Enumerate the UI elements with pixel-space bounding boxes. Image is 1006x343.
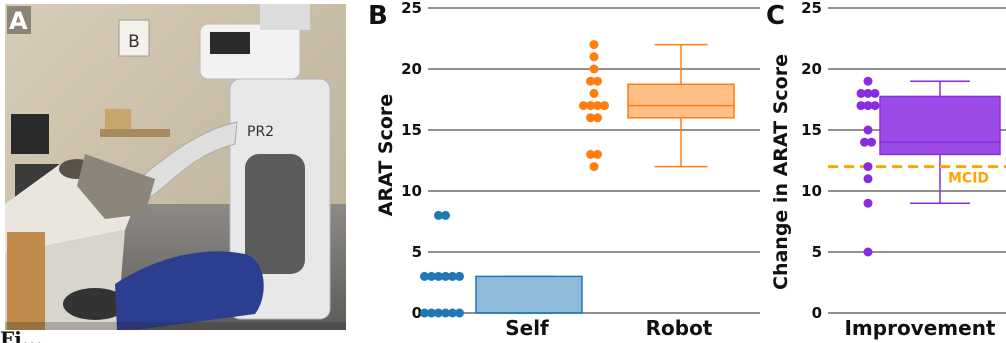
data-point <box>441 210 450 220</box>
y-tick-label: 5 <box>412 243 422 261</box>
data-point <box>455 271 464 281</box>
photo-panel-a: B PR2 A <box>5 4 346 330</box>
box-improvement <box>879 95 1001 156</box>
chart-panel-b: B ARAT Score 0 5 10 15 20 25 Self Robot <box>368 0 760 340</box>
data-point <box>589 40 599 50</box>
x-categories-c: Improvement <box>844 316 995 340</box>
data-point <box>593 149 602 159</box>
box-self <box>475 275 583 314</box>
gridlines-b <box>428 7 760 314</box>
data-point <box>448 271 457 281</box>
y-axis-label-c: Change in ARAT Score <box>770 54 792 290</box>
caption-fragment: Fi... <box>0 330 43 343</box>
y-tick-label: 25 <box>401 0 422 17</box>
data-point <box>863 125 873 135</box>
data-point <box>441 308 450 318</box>
data-point <box>586 101 595 111</box>
boxes-c <box>879 80 1001 204</box>
box-robot <box>627 83 735 119</box>
floor-shadow <box>5 322 346 330</box>
data-point <box>589 64 599 74</box>
boxes-b <box>475 43 735 314</box>
shoe <box>63 288 127 320</box>
data-point <box>589 88 599 98</box>
robot-panel <box>245 154 305 274</box>
x-categories-b: Self Robot <box>505 316 713 340</box>
data-point <box>856 88 866 98</box>
data-point <box>870 101 880 111</box>
y-tick-label: 15 <box>401 121 422 139</box>
y-tick-label: 5 <box>812 243 822 261</box>
data-point <box>863 76 873 86</box>
x-category-self: Self <box>505 316 549 340</box>
data-point <box>860 137 869 147</box>
robot-label: PR2 <box>247 124 274 140</box>
data-point <box>589 52 599 62</box>
data-point <box>579 101 588 111</box>
y-axis-label-b: ARAT Score <box>375 94 397 216</box>
data-point <box>856 101 866 111</box>
x-category-robot: Robot <box>646 316 713 340</box>
wall-sign-text: B <box>128 32 140 52</box>
robot-neck <box>260 4 310 30</box>
mcid-label: MCID <box>948 171 989 187</box>
data-point <box>863 162 873 172</box>
y-tick-label: 25 <box>801 0 822 17</box>
data-point <box>441 271 450 281</box>
data-point <box>420 308 429 318</box>
data-point <box>448 308 457 318</box>
data-point <box>863 101 873 111</box>
y-tick-label: 15 <box>801 121 822 139</box>
data-point <box>867 137 876 147</box>
gridlines-c <box>828 7 1006 314</box>
data-point <box>863 88 873 98</box>
data-point <box>434 210 443 220</box>
monitor <box>11 114 49 154</box>
data-point <box>434 271 443 281</box>
data-point <box>863 198 873 208</box>
panel-letter-c: C <box>766 1 785 31</box>
data-point <box>870 88 880 98</box>
wall-sign <box>118 19 150 57</box>
data-point <box>593 76 602 86</box>
panel-letter-a-bg <box>7 6 31 34</box>
y-tick-label: 20 <box>401 60 422 78</box>
shelf <box>100 129 170 137</box>
y-tick-label: 0 <box>412 304 422 322</box>
data-point <box>586 113 595 123</box>
y-ticks-c: 0 5 10 15 20 25 <box>801 0 822 322</box>
data-point <box>600 101 609 111</box>
data-point <box>863 174 873 184</box>
data-point <box>593 113 602 123</box>
points-b <box>420 40 609 318</box>
person-legs <box>115 251 264 330</box>
data-point <box>863 247 873 257</box>
data-point <box>420 271 429 281</box>
y-tick-label: 20 <box>801 60 822 78</box>
data-point <box>593 101 602 111</box>
y-tick-label: 0 <box>812 304 822 322</box>
data-point <box>455 308 464 318</box>
forearm-sleeve <box>77 154 155 219</box>
panel-letter-b: B <box>368 1 388 31</box>
data-point <box>586 149 595 159</box>
data-point <box>427 271 436 281</box>
drawer <box>7 232 45 330</box>
data-point <box>586 76 595 86</box>
reference-line-c: MCID <box>828 165 1006 187</box>
caption-strip: Fi... <box>0 330 1006 343</box>
points-c <box>856 76 880 257</box>
panel-letter-a: A <box>9 7 28 35</box>
y-tick-label: 10 <box>401 182 422 200</box>
x-category-improvement: Improvement <box>844 316 995 340</box>
y-ticks-b: 0 5 10 15 20 25 <box>401 0 422 322</box>
robot-visor <box>210 32 250 54</box>
data-point <box>434 308 443 318</box>
box-on-shelf <box>105 109 131 129</box>
data-point <box>589 162 599 172</box>
data-point <box>427 308 436 318</box>
chart-panel-c: C Change in ARAT Score 0 5 10 15 20 25 MCID I… <box>766 0 1006 340</box>
y-tick-label: 10 <box>801 182 822 200</box>
